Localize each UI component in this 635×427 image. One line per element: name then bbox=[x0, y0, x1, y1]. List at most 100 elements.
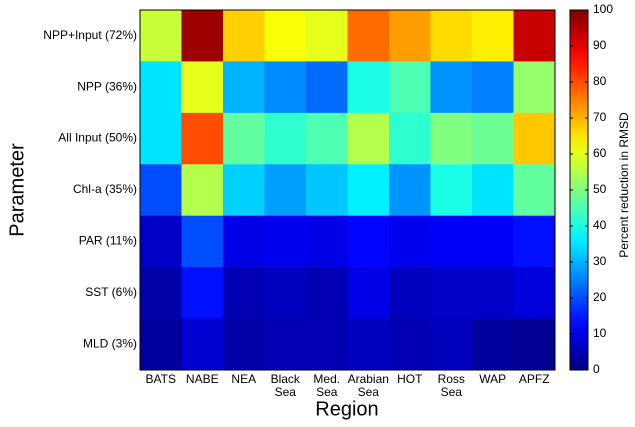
heatmap-cell bbox=[389, 318, 431, 371]
heatmap-cell bbox=[513, 61, 556, 114]
x-tick-label: Med. Sea bbox=[313, 372, 340, 399]
heatmap-cell bbox=[347, 10, 390, 62]
heatmap-cell bbox=[181, 318, 224, 371]
y-tick-label: MLD (3%) bbox=[83, 336, 137, 350]
plot-frame bbox=[139, 9, 556, 371]
heatmap-cell bbox=[140, 10, 182, 62]
heatmap-cell bbox=[472, 267, 514, 320]
y-tick-label: Chl-a (35%) bbox=[73, 182, 137, 196]
heatmap-cell bbox=[264, 112, 307, 165]
heatmap-cell bbox=[472, 215, 514, 268]
heatmap-cell bbox=[306, 215, 348, 268]
heatmap-cell bbox=[472, 61, 514, 114]
colorbar-tick-label: 10 bbox=[593, 326, 607, 340]
heatmap-cell bbox=[430, 112, 473, 165]
colorbar-tick-label: 90 bbox=[593, 38, 607, 52]
heatmap-cell bbox=[347, 61, 390, 114]
heatmap-cell bbox=[306, 318, 348, 371]
x-axis-title: Region bbox=[315, 398, 378, 420]
heatmap-cell bbox=[347, 318, 390, 371]
heatmap-cell bbox=[140, 267, 182, 320]
heatmap-cell bbox=[140, 61, 182, 114]
x-tick-label: APFZ bbox=[519, 372, 550, 386]
heatmap-cell bbox=[347, 112, 390, 165]
heatmap-cell bbox=[347, 215, 390, 268]
heatmap-cell bbox=[264, 318, 307, 371]
heatmap-cell bbox=[472, 112, 514, 165]
colorbar-tick-label: 0 bbox=[593, 362, 600, 376]
y-tick-label: NPP (36%) bbox=[77, 79, 137, 93]
heatmap-cell bbox=[347, 164, 390, 217]
heatmap-cell bbox=[430, 61, 473, 114]
heatmap-cell bbox=[223, 267, 265, 320]
x-tick-label: BATS bbox=[146, 372, 176, 386]
heatmap-cell bbox=[430, 267, 473, 320]
x-tick-label: HOT bbox=[397, 372, 423, 386]
x-tick-label: WAP bbox=[479, 372, 506, 386]
colorbar-tick-label: 50 bbox=[593, 182, 607, 196]
heatmap-cell bbox=[264, 10, 307, 62]
x-tick-label: Arabian Sea bbox=[348, 372, 389, 399]
x-tick-label: NEA bbox=[231, 372, 256, 386]
heatmap-cell bbox=[430, 215, 473, 268]
heatmap-cell bbox=[472, 318, 514, 371]
colorbar-tick-label: 100 bbox=[593, 2, 613, 16]
heatmap-cell bbox=[223, 318, 265, 371]
heatmap-cell bbox=[513, 164, 556, 217]
colorbar-tick-label: 30 bbox=[593, 254, 607, 268]
heatmap-cell bbox=[472, 164, 514, 217]
heatmap-cell bbox=[306, 10, 348, 62]
colorbar-label: Percent reduction in RMSD bbox=[617, 112, 631, 258]
colorbar-tick-label: 60 bbox=[593, 146, 607, 160]
heatmap-cell bbox=[513, 112, 556, 165]
colorbar-tick-label: 40 bbox=[593, 218, 607, 232]
heatmap-cell bbox=[181, 267, 224, 320]
y-tick-label: SST (6%) bbox=[85, 285, 137, 299]
y-tick-label: NPP+Input (72%) bbox=[43, 28, 137, 42]
y-axis-title: Parameter bbox=[6, 143, 28, 237]
heatmap-cell bbox=[223, 10, 265, 62]
colorbar-tick-label: 80 bbox=[593, 74, 607, 88]
colorbar-tick-label: 70 bbox=[593, 110, 607, 124]
heatmap-cell bbox=[389, 61, 431, 114]
heatmap-cell bbox=[264, 215, 307, 268]
heatmap-cell bbox=[264, 164, 307, 217]
y-tick-label: All Input (50%) bbox=[58, 131, 137, 145]
heatmap-cell bbox=[223, 164, 265, 217]
heatmap-cell bbox=[430, 10, 473, 62]
heatmap-cell bbox=[430, 318, 473, 371]
heatmap-cell bbox=[389, 112, 431, 165]
heatmap-cell bbox=[140, 215, 182, 268]
heatmap-cell bbox=[181, 164, 224, 217]
heatmap-cell bbox=[472, 10, 514, 62]
heatmap-cell bbox=[347, 267, 390, 320]
heatmap-cell bbox=[513, 267, 556, 320]
heatmap-cell bbox=[140, 164, 182, 217]
heatmap-cell bbox=[306, 61, 348, 114]
heatmap-cell bbox=[264, 61, 307, 114]
x-tick-label: NABE bbox=[186, 372, 219, 386]
heatmap-cell bbox=[389, 267, 431, 320]
heatmap-cell bbox=[306, 164, 348, 217]
heatmap-cell bbox=[389, 215, 431, 268]
heatmap-cell bbox=[306, 112, 348, 165]
x-tick-label: Black Sea bbox=[271, 372, 301, 399]
heatmap-cell bbox=[181, 215, 224, 268]
heatmap-cell bbox=[140, 318, 182, 371]
heatmap-cell bbox=[513, 10, 556, 62]
heatmap-cell bbox=[223, 215, 265, 268]
heatmap-cell bbox=[223, 61, 265, 114]
heatmap-cell bbox=[181, 112, 224, 165]
x-tick-label: Ross Sea bbox=[438, 372, 465, 399]
heatmap-cell bbox=[223, 112, 265, 165]
heatmap-cell bbox=[430, 164, 473, 217]
heatmap-cell bbox=[264, 267, 307, 320]
heatmap-cell bbox=[389, 164, 431, 217]
heatmap-cell bbox=[181, 61, 224, 114]
y-tick-label: PAR (11%) bbox=[79, 234, 137, 248]
heatmap-cell bbox=[513, 318, 556, 371]
heatmap-cell bbox=[513, 215, 556, 268]
heatmap-cell bbox=[140, 112, 182, 165]
heatmap-cell bbox=[306, 267, 348, 320]
